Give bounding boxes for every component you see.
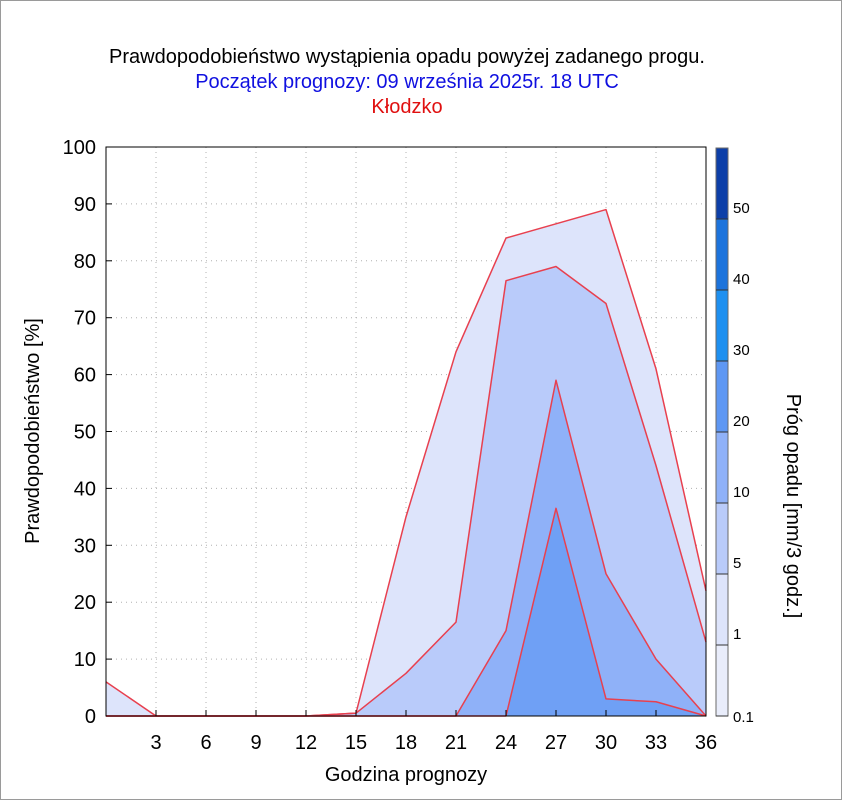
y-tick-label: 70 [74, 308, 96, 330]
colorbar-segment [716, 148, 728, 219]
colorbar-segment [716, 645, 728, 716]
colorbar-segment [716, 432, 728, 503]
x-tick-label: 30 [595, 732, 617, 754]
x-tick-label: 15 [345, 732, 367, 754]
x-tick-label: 18 [395, 732, 417, 754]
y-tick-label: 60 [74, 365, 96, 387]
y-tick-label: 50 [74, 422, 96, 444]
x-tick-label: 33 [645, 732, 667, 754]
x-tick-label: 3 [150, 732, 161, 754]
x-tick-label: 24 [495, 732, 517, 754]
x-axis-ticks: 3 6 9 12 15 18 21 24 27 30 33 36 [150, 710, 717, 754]
colorbar-segment [716, 290, 728, 361]
y-tick-label: 30 [74, 535, 96, 557]
colorbar-segment [716, 361, 728, 432]
colorbar-segment [716, 503, 728, 574]
chart-subtitle: Początek prognozy: 09 września 2025r. 18… [195, 71, 619, 93]
colorbar-tick-label: 30 [733, 342, 750, 359]
colorbar-segment [716, 574, 728, 645]
y-tick-label: 10 [74, 649, 96, 671]
y-axis-label: Prawdopodobieństwo [%] [22, 318, 44, 544]
y-tick-label: 40 [74, 478, 96, 500]
x-axis-label: Godzina prognozy [325, 764, 487, 786]
colorbar-tick-label: 10 [733, 484, 750, 501]
colorbar-tick-label: 5 [733, 555, 741, 572]
plot-areas [106, 209, 706, 716]
area-threshold-10 [106, 508, 706, 716]
colorbar-segment [716, 219, 728, 290]
colorbar-tick-label: 0.1 [733, 709, 754, 726]
x-tick-label: 9 [250, 732, 261, 754]
colorbar-tick-label: 1 [733, 626, 741, 643]
y-tick-label: 90 [74, 194, 96, 216]
x-tick-label: 21 [445, 732, 467, 754]
y-tick-label: 20 [74, 592, 96, 614]
plot-grid [106, 147, 706, 716]
colorbar-tick-label: 50 [733, 200, 750, 217]
colorbar-tick-label: 40 [733, 271, 750, 288]
chart-title: Prawdopodobieństwo wystąpienia opadu pow… [109, 46, 705, 68]
colorbar [715, 147, 729, 717]
y-tick-label: 80 [74, 251, 96, 273]
y-tick-label: 100 [63, 137, 96, 159]
colorbar-label: Próg opadu [mm/3 godz.] [782, 394, 804, 619]
x-tick-label: 36 [695, 732, 717, 754]
x-tick-label: 6 [200, 732, 211, 754]
colorbar-tick-label: 20 [733, 413, 750, 430]
station-name: Kłodzko [371, 96, 442, 118]
y-axis-ticks: 0 10 20 30 40 50 60 70 80 90 100 [63, 137, 112, 728]
y-tick-label: 0 [85, 706, 96, 728]
colorbar-ticks: 0.1 1 5 10 20 30 40 50 [716, 200, 754, 726]
x-tick-label: 12 [295, 732, 317, 754]
x-tick-label: 27 [545, 732, 567, 754]
